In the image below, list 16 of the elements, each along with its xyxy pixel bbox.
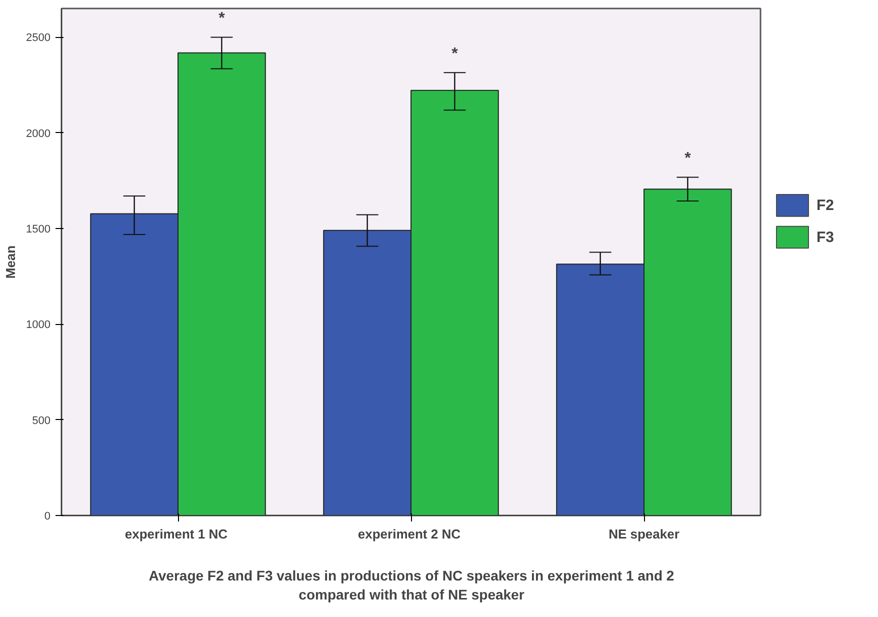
y-axis-title: Mean (3, 245, 18, 279)
y-tick-label: 2000 (26, 128, 51, 140)
text: Average F2 and F3 values in productions of NC speakers in experiment 1 and 2 compared with that of NE speaker (148, 568, 674, 603)
y-tick-label: 1000 (26, 319, 51, 332)
y-tick-label: 0 (44, 510, 51, 522)
x-tick-label: experiment 1 NC (124, 526, 228, 542)
annotation: * (218, 10, 226, 28)
y-tick-label: 2500 (26, 32, 51, 44)
y-tick-label: 500 (32, 414, 51, 427)
annotation: * (684, 150, 692, 168)
legend-label: F2 (816, 196, 834, 214)
x-tick-label: experiment 2 NC (358, 526, 462, 542)
x-tick-label: NE speaker (608, 526, 680, 542)
y-tick-label: 1500 (26, 224, 51, 236)
annotation: * (452, 46, 459, 63)
legend-label: F3 (816, 228, 834, 246)
